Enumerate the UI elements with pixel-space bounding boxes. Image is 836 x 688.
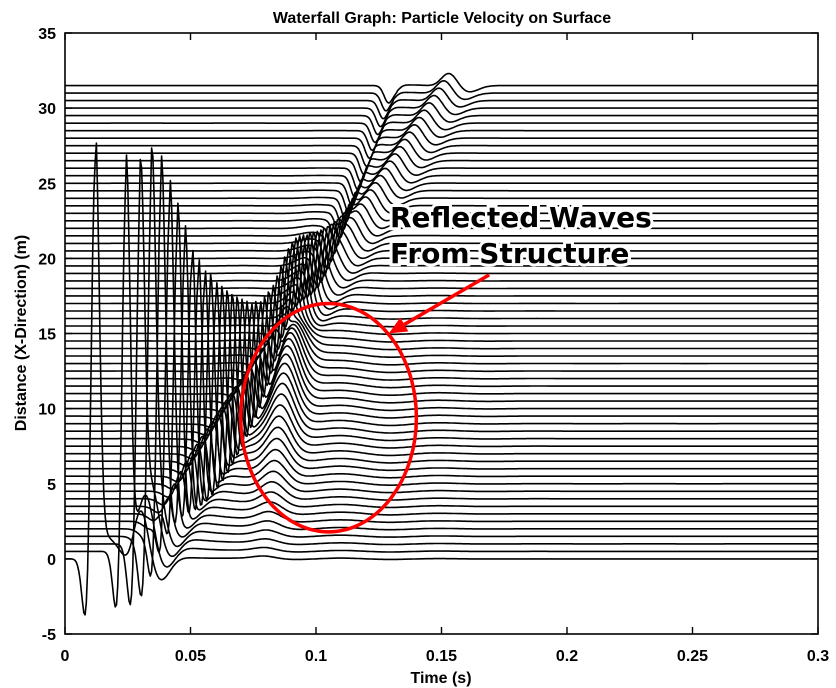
trace-line (65, 256, 818, 362)
trace-line (65, 158, 818, 606)
annotation-text-line: From Structure (390, 237, 629, 270)
trace-line (65, 174, 818, 215)
trace-line (65, 179, 818, 554)
trace-group (65, 72, 818, 616)
chart-title: Waterfall Graph: Particle Velocity on Su… (273, 10, 611, 27)
annotation-arrow-shaft (403, 273, 491, 326)
trace-line (65, 116, 818, 152)
trace-line (65, 291, 818, 409)
x-tick-label: 0.25 (677, 648, 708, 665)
trace-line (65, 227, 818, 293)
trace-line (65, 203, 818, 247)
trace-line (65, 230, 818, 299)
trace-line (65, 142, 818, 616)
y-tick-label: -5 (42, 627, 56, 644)
trace-line (65, 281, 818, 502)
trace-line (65, 124, 818, 159)
y-tick-label: 25 (38, 176, 56, 193)
trace-line (65, 189, 818, 231)
y-tick-label: 0 (47, 552, 56, 569)
trace-line (65, 102, 818, 136)
trace-line (65, 303, 818, 448)
trace-line (65, 155, 818, 577)
x-axis: 0 0.05 0.1 0.15 0.2 0.25 0.3 (61, 33, 829, 665)
trace-line (65, 181, 818, 223)
trace-line (65, 273, 818, 506)
trace-line (65, 223, 818, 283)
trace-line (65, 167, 818, 207)
y-axis-label: Distance (X-Direction) (m) (13, 235, 30, 431)
trace-line (65, 154, 818, 608)
trace-line (65, 147, 818, 597)
x-tick-label: 0.2 (556, 648, 578, 665)
y-tick-label: 35 (38, 26, 56, 43)
trace-line (65, 300, 818, 429)
y-tick-label: 20 (38, 251, 56, 268)
trace-line (65, 229, 818, 296)
trace-line (65, 94, 818, 128)
trace-line (65, 138, 818, 175)
trace-line (65, 72, 818, 104)
trace-line (65, 215, 818, 263)
trace-line (65, 218, 818, 270)
trace-line (65, 270, 818, 511)
trace-line (65, 235, 818, 328)
trace-line (65, 160, 818, 199)
trace-line (65, 259, 818, 514)
y-axis: -5 0 5 10 15 20 25 30 35 (38, 26, 818, 644)
y-tick-label: 15 (38, 327, 56, 344)
trace-line (65, 248, 818, 351)
trace-line (65, 225, 818, 524)
trace-line (65, 300, 818, 438)
x-tick-label: 0.3 (807, 648, 829, 665)
y-tick-label: 5 (47, 477, 56, 494)
trace-line (65, 237, 818, 336)
trace-line (65, 241, 818, 343)
annotation-arrow-head (388, 317, 409, 334)
trace-line (65, 265, 818, 375)
y-tick-label: 30 (38, 101, 56, 118)
trace-line (65, 225, 818, 289)
trace-line (65, 285, 818, 496)
trace-line (65, 231, 818, 304)
highlight-ellipse (238, 301, 419, 534)
x-tick-label: 0.15 (426, 648, 457, 665)
trace-line (65, 275, 818, 387)
trace-line (65, 80, 818, 112)
trace-line (65, 298, 818, 465)
trace-line (65, 210, 818, 255)
trace-line (65, 249, 818, 518)
annotation-text-line: Reflected Waves (390, 201, 652, 234)
trace-line (65, 296, 818, 474)
trace-line (65, 221, 818, 277)
trace-line (65, 153, 818, 191)
trace-line (65, 234, 818, 317)
trace-line (65, 131, 818, 167)
trace-line (65, 300, 818, 456)
x-tick-label: 0.05 (175, 648, 206, 665)
trace-line (65, 234, 818, 322)
trace-line (65, 196, 818, 239)
trace-line (65, 109, 818, 144)
x-tick-label: 0.1 (305, 648, 327, 665)
trace-line (65, 293, 818, 482)
trace-line (65, 202, 818, 535)
trace-line (65, 284, 818, 398)
trace-line (65, 296, 818, 418)
x-tick-label: 0 (61, 648, 70, 665)
trace-line (65, 87, 818, 120)
x-axis-label: Time (s) (410, 670, 471, 687)
y-tick-label: 10 (38, 402, 56, 419)
trace-line (65, 290, 818, 489)
trace-line (65, 145, 818, 183)
